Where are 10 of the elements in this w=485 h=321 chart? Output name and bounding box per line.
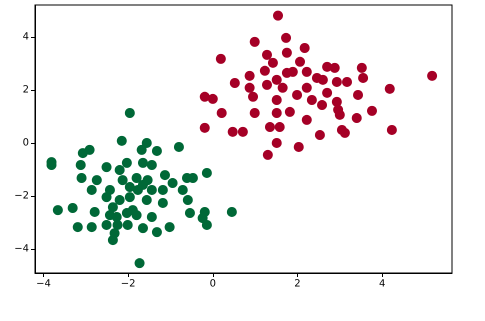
x-tick-label: 4 — [378, 278, 386, 290]
x-tick-label: 2 — [294, 278, 301, 290]
x-tick-label: −4 — [36, 278, 51, 290]
x-tick-label: −2 — [120, 278, 136, 290]
y-tick-label: −4 — [14, 244, 29, 255]
y-tick-label: 0 — [22, 137, 29, 148]
y-tick-label: 2 — [22, 84, 29, 96]
x-tick-label: 0 — [210, 278, 216, 290]
y-tick-label: −2 — [14, 190, 29, 202]
y-tick-label: 4 — [22, 31, 29, 42]
